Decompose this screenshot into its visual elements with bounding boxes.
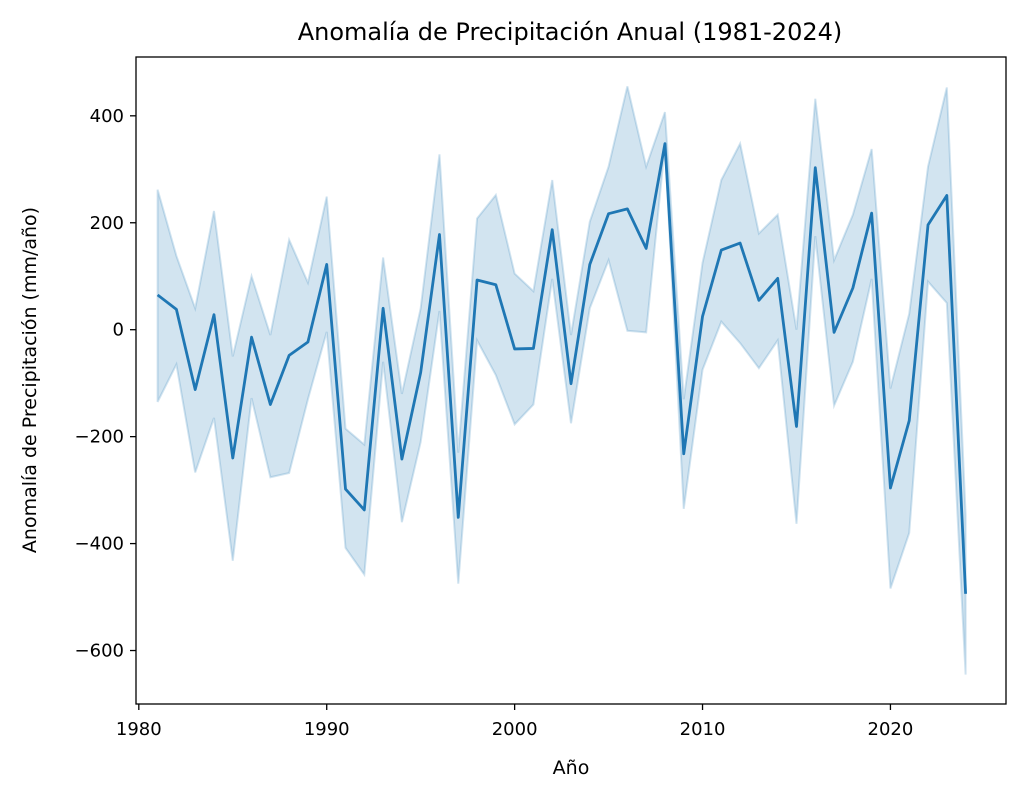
x-tick-label: 1990 (304, 719, 350, 740)
y-tick-label: −400 (75, 534, 124, 555)
series-line (156, 142, 967, 594)
x-axis-label: Año (553, 757, 590, 779)
y-tick-label: 200 (90, 213, 124, 234)
plot-area (156, 86, 967, 675)
chart-title: Anomalía de Precipitación Anual (1981-20… (298, 18, 843, 46)
y-tick-label: −200 (75, 427, 124, 448)
y-tick-label: 400 (90, 106, 124, 127)
x-tick-label: 2010 (680, 719, 726, 740)
y-axis: −600 −400 −200 0 200 400 (75, 106, 136, 662)
confidence-band (156, 86, 967, 675)
y-tick-label: −600 (75, 641, 124, 662)
y-axis-label: Anomalía de Precipitación (mm/año) (19, 207, 41, 553)
y-tick-label: 0 (113, 320, 124, 341)
axes-frame (135, 56, 1007, 705)
x-tick-label: 2020 (868, 719, 914, 740)
x-tick-label: 1980 (116, 719, 162, 740)
x-axis: 1980 1990 2000 2010 2020 (116, 704, 913, 740)
x-tick-label: 2000 (492, 719, 538, 740)
